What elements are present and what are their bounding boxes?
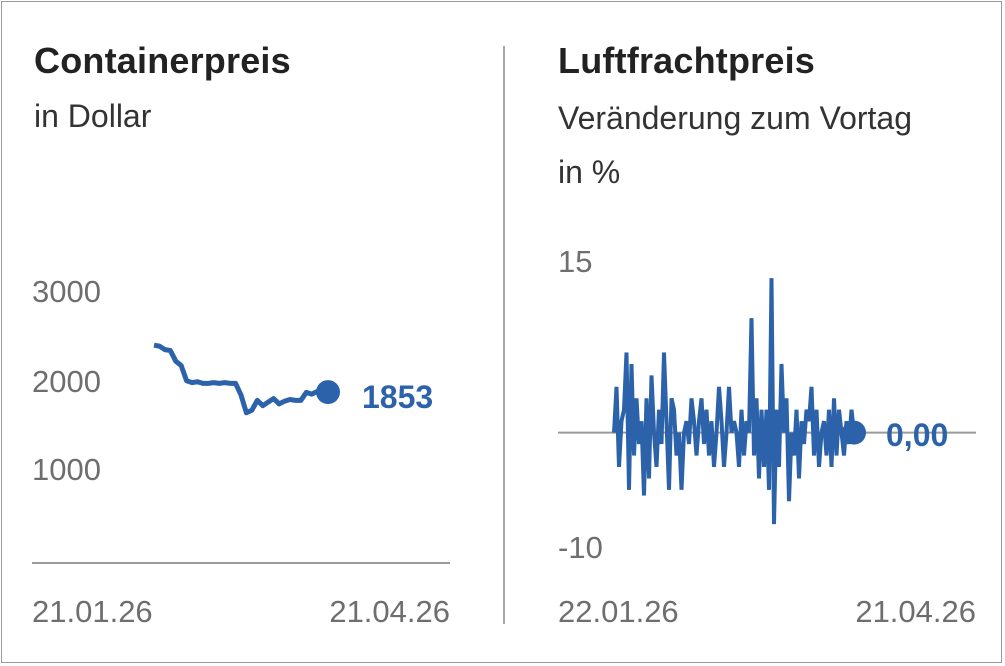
end-value-label: 0,00 <box>886 417 948 453</box>
chart-subtitle: Veränderung zum Vortag <box>558 100 913 136</box>
x-tick-start: 21.01.26 <box>32 594 153 629</box>
container-price-panel: Containerpreis in Dollar 3000 2000 1000 … <box>2 2 502 664</box>
y-tick-15: 15 <box>558 244 592 279</box>
y-tick-1000: 1000 <box>32 452 101 487</box>
y-tick-3000: 3000 <box>32 274 101 309</box>
chart-subtitle: in Dollar <box>34 98 152 134</box>
chart-title: Luftfrachtpreis <box>558 40 816 81</box>
series-line <box>153 342 329 416</box>
x-tick-end: 21.04.26 <box>855 594 976 629</box>
air-freight-panel: Luftfrachtpreis Veränderung zum Vortag i… <box>504 2 1004 664</box>
end-point-marker <box>842 420 866 445</box>
chart-title: Containerpreis <box>34 40 291 81</box>
air-freight-chart: 15 -10 0,00 22.01.26 21.04.26 <box>558 244 976 629</box>
panel-divider <box>503 46 505 624</box>
container-price-chart: 3000 2000 1000 1853 21.01.26 21.04.26 <box>32 274 450 629</box>
end-value-label: 1853 <box>362 379 433 415</box>
series-line <box>612 278 856 525</box>
end-point-marker <box>316 380 340 405</box>
x-tick-start: 22.01.26 <box>558 594 679 629</box>
chart-unit: in % <box>558 154 621 190</box>
x-tick-end: 21.04.26 <box>329 594 450 629</box>
y-tick-2000: 2000 <box>32 364 101 399</box>
y-tick-minus-10: -10 <box>558 530 603 565</box>
